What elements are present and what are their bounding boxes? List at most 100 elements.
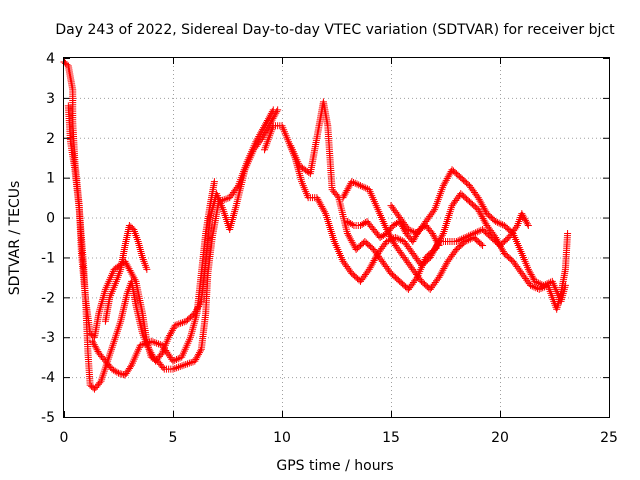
data-point-marker (343, 187, 351, 195)
data-point-marker (163, 348, 171, 356)
data-point-marker (175, 320, 183, 328)
y-axis-label: SDTVAR / TECUs (7, 181, 23, 296)
data-point-marker (444, 173, 452, 181)
data-point-marker (180, 361, 188, 369)
y-tick-label: -3 (41, 330, 55, 346)
data-point-marker (262, 127, 270, 135)
data-point-marker (365, 265, 373, 273)
data-point-marker (142, 339, 150, 347)
data-point-marker (512, 223, 520, 231)
data-point-marker (261, 128, 269, 136)
data-point-marker (187, 358, 195, 366)
y-tick-labels: -5 -4 -3 -2 -1 0 1 2 3 4 (41, 51, 55, 426)
data-point-marker (162, 347, 170, 355)
data-point-marker (431, 245, 439, 253)
data-point-marker (130, 274, 138, 282)
data-point-marker (171, 364, 179, 372)
data-point-marker (492, 218, 500, 226)
x-tick-label: 15 (382, 430, 400, 446)
y-tick-label: 1 (46, 171, 55, 187)
data-point-marker (476, 197, 484, 205)
data-point-marker (543, 280, 551, 288)
data-point-marker (535, 285, 543, 293)
data-point-marker (474, 206, 482, 214)
data-point-marker (523, 220, 531, 228)
data-point-marker (477, 226, 485, 234)
data-point-marker (441, 178, 449, 186)
data-point-marker (429, 207, 437, 215)
data-point-marker (353, 180, 361, 188)
data-point-marker (408, 227, 416, 235)
data-point-marker (479, 202, 487, 210)
data-point-marker (313, 194, 321, 202)
data-point-marker (210, 178, 218, 186)
data-point-marker (443, 175, 451, 183)
data-point-marker (333, 192, 341, 200)
data-point-marker (368, 260, 376, 268)
data-point-marker (532, 284, 540, 292)
data-point-marker (495, 239, 503, 247)
data-point-marker (149, 338, 157, 346)
data-point-marker (452, 237, 460, 245)
data-point-marker (127, 268, 135, 276)
data-point-marker (161, 345, 169, 353)
data-point-marker (315, 197, 323, 205)
data-point-marker (387, 233, 395, 241)
data-point-marker (343, 230, 351, 238)
data-point-marker (481, 206, 489, 214)
data-point-marker (360, 183, 368, 191)
data-point-marker (395, 235, 403, 243)
data-point-marker (524, 222, 532, 230)
data-point-marker (497, 244, 505, 252)
data-point-marker (177, 319, 185, 327)
data-point-marker (497, 220, 505, 228)
data-point-marker (346, 181, 354, 189)
data-point-marker (369, 258, 377, 266)
data-point-marker (341, 190, 349, 198)
data-point-marker (387, 234, 395, 242)
data-point-marker (159, 364, 167, 372)
data-point-marker (126, 266, 134, 274)
y-tick-label: 4 (46, 51, 55, 67)
y-tick-label: -5 (41, 410, 55, 426)
data-point-marker (165, 352, 173, 360)
data-point-marker (349, 240, 357, 248)
data-point-marker (442, 176, 450, 184)
data-point-marker (319, 204, 327, 212)
data-point-marker (196, 347, 204, 355)
data-point-marker (174, 355, 182, 363)
x-tick-labels: 0 5 10 15 20 25 (60, 430, 618, 446)
data-point-marker (492, 234, 500, 241)
data-point-marker (157, 351, 165, 359)
axis-ticks (64, 58, 610, 418)
series-arc-5 (261, 122, 532, 285)
data-point-marker (321, 208, 329, 216)
data-point-marker (260, 130, 268, 138)
data-point-marker (420, 223, 428, 231)
data-point-marker (164, 350, 172, 358)
data-point-marker (350, 178, 358, 186)
data-point-marker (136, 341, 144, 349)
data-point-marker (147, 337, 155, 345)
data-point-marker (358, 182, 366, 190)
data-point-marker (530, 283, 538, 291)
data-point-marker (383, 237, 391, 245)
data-point-marker (344, 231, 352, 239)
data-point-marker (564, 230, 572, 238)
data-point-marker (171, 356, 179, 364)
data-point-marker (345, 233, 353, 241)
data-point-marker (151, 339, 159, 347)
data-point-marker (494, 237, 502, 245)
x-tick-label: 0 (60, 430, 69, 446)
data-point-marker (344, 185, 352, 193)
data-point-marker (138, 341, 146, 349)
data-point-marker (465, 236, 473, 244)
y-tick-label: 2 (46, 131, 55, 147)
data-point-marker (527, 281, 535, 289)
data-point-marker (388, 236, 396, 244)
chart-title: Day 243 of 2022, Sidereal Day-to-day VTE… (55, 22, 615, 38)
data-point-marker (182, 360, 190, 368)
data-point-marker (340, 192, 348, 200)
data-point-marker (113, 368, 121, 376)
data-point-marker (273, 108, 281, 116)
